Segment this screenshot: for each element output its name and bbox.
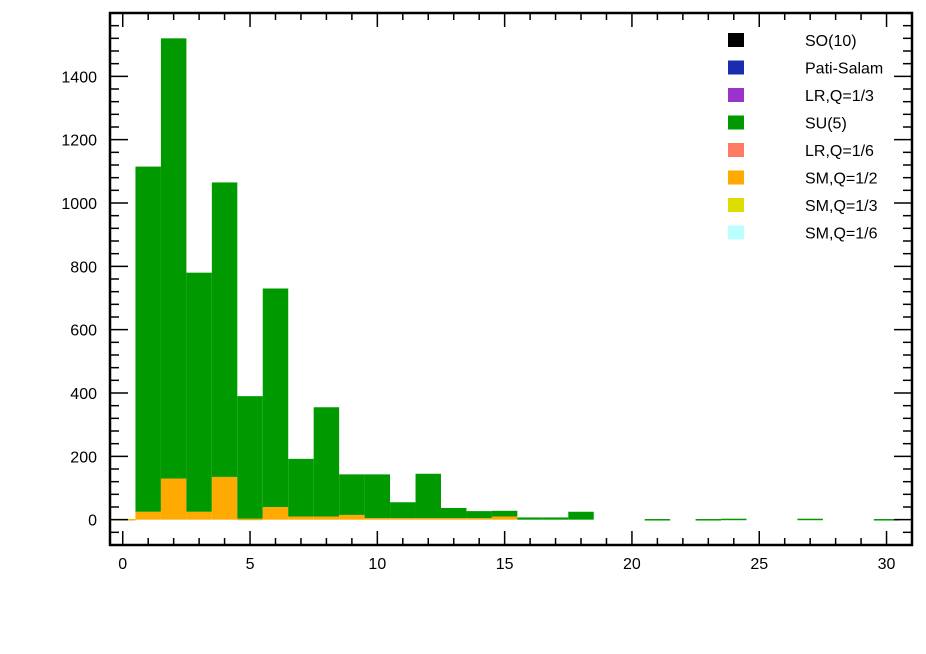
y-tick-label: 200 [70,449,97,466]
legend-swatch-so-10- [728,33,744,47]
bar-su-5--bin-13 [440,507,467,519]
legend-label: LR,Q=1/3 [805,88,874,105]
bar-su-5--bin-18 [568,511,594,520]
legend-label: SM,Q=1/3 [805,198,878,215]
bar-sm-q-1-2-bin-3 [186,511,212,520]
bar-su-5--bin-30 [873,519,900,521]
legend-swatch-lr-q-1-3 [728,88,744,102]
bar-sm-q-1-2-bin-11 [390,518,416,520]
x-tick-label: 25 [750,556,768,573]
x-tick-label: 30 [878,556,896,573]
bar-su-5--bin-8 [313,407,340,517]
legend-swatch-sm-q-1-3 [728,198,744,212]
bar-su-5--bin-27 [797,518,823,521]
legend-swatch-lr-q-1-6 [728,143,744,157]
y-tick-label: 0 [88,513,97,530]
legend: SO(10) Pati-Salam LR,Q=1/3 SU(5) LR,Q=1/6 SM,… [728,33,883,243]
axes: 0 5 10 15 20 25 30 0 200 400 600 800 1000 1200 1400 [61,11,914,573]
y-tick-label: 800 [70,259,97,276]
x-tick-label: 15 [496,556,514,573]
bar-sm-q-1-2-bin-8 [313,516,340,520]
bar-su-5--bin-2 [160,38,187,479]
bar-su-5--bin-16 [517,517,543,520]
bar-su-5--bin-24 [721,518,747,521]
legend-label: LR,Q=1/6 [805,143,874,160]
y-tick-label: 1000 [61,196,97,213]
bar-su-5--bin-17 [542,517,569,520]
legend-label: SM,Q=1/6 [805,226,878,243]
bar-sm-q-1-2-bin-7 [288,516,314,520]
bar-sm-q-1-2-bin-10 [364,518,391,520]
bar-su-5--bin-21 [644,519,671,521]
bar-su-5--bin-14 [466,511,492,519]
bar-su-5--bin-23 [695,519,722,521]
bar-sm-q-1-2-bin-4 [211,476,238,520]
legend-label: SU(5) [805,116,847,133]
legend-swatch-sm-q-1-6 [728,225,744,240]
bar-sm-q-1-2-bin-1 [135,511,161,520]
legend-label: SO(10) [805,33,857,50]
bar-su-5--bin-9 [339,474,365,515]
bar-sm-q-1-2-bin-6 [262,507,289,520]
bar-sm-q-1-2-bin-9 [339,514,365,520]
bar-sm-q-1-2-bin-13 [440,518,467,520]
bar-su-5--bin-3 [186,272,212,512]
bar-su-5--bin-1 [135,166,161,512]
bar-su-5--bin-4 [211,182,238,477]
legend-swatch-pati-salam [728,60,744,75]
y-tick-label: 1200 [61,133,97,150]
y-tick-label: 600 [70,323,97,340]
x-tick-label: 20 [623,556,641,573]
y-tick-label: 1400 [61,69,97,86]
legend-label: Pati-Salam [805,61,883,78]
bar-sm-q-1-2-bin-2 [160,478,187,520]
bar-su-5--bin-10 [364,474,391,519]
bar-su-5--bin-5 [237,396,263,519]
bar-su-5--bin-15 [491,510,518,517]
legend-swatch-su-5- [728,115,744,130]
x-tick-label: 0 [118,556,127,573]
y-tick-label: 400 [70,386,97,403]
x-tick-label: 5 [246,556,255,573]
bar-su-5--bin-6 [262,288,289,507]
bar-sm-q-1-2-bin-15 [491,516,518,520]
bar-sm-q-1-2-bin-12 [415,518,441,520]
x-tick-label: 10 [368,556,386,573]
histogram-bars [110,38,900,521]
bar-sm-q-1-2-bin-5 [237,518,263,521]
legend-swatch-sm-q-1-2 [728,170,744,185]
bar-su-5--bin-12 [415,473,441,519]
bar-sm-q-1-2-bin-14 [466,518,492,520]
bar-su-5--bin-11 [390,502,416,519]
bar-su-5--bin-7 [288,458,314,517]
legend-label: SM,Q=1/2 [805,171,878,188]
